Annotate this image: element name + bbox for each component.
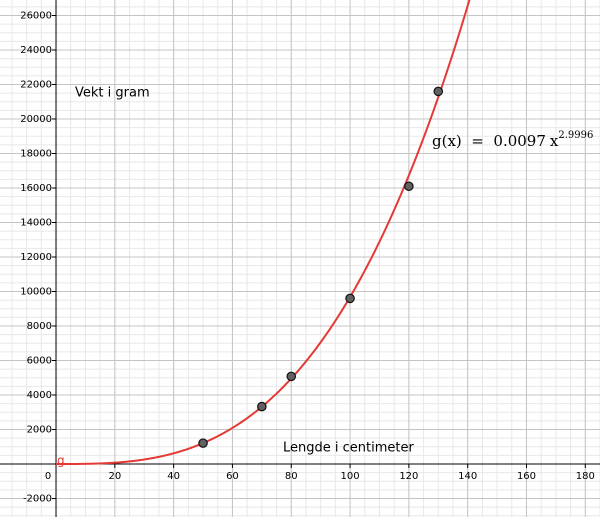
y-tick-label: 12000 (20, 252, 52, 263)
y-tick-label: 2000 (27, 425, 52, 436)
y-tick-label: 14000 (20, 218, 52, 229)
point (404, 181, 414, 192)
y-tick-label: 22000 (20, 80, 52, 91)
y-tick-label: 8000 (27, 321, 52, 332)
formula: g(x) = 0.0097 x2.9996 (432, 130, 593, 151)
variable: x (550, 132, 559, 150)
y-tick-label: 4000 (27, 390, 52, 401)
formula-prefix: g(x) = (432, 132, 493, 150)
point (433, 86, 444, 97)
curve (56, 0, 471, 466)
y-tick-label: 10000 (20, 287, 52, 298)
y-axis-label: Vekt i gram (75, 86, 150, 101)
x-tick-label: 180 (576, 471, 595, 482)
y-tick-label: 20000 (20, 114, 52, 125)
point (286, 371, 297, 382)
coefficient: 0.0097 (493, 132, 546, 150)
point (257, 401, 267, 412)
y-tick-label: 16000 (20, 183, 52, 194)
x-tick-label: 160 (517, 471, 536, 482)
x-axis-label: Lengde i centimeter (283, 441, 414, 456)
x-tick-label: 120 (399, 471, 418, 482)
curve-name: g (57, 454, 65, 468)
x-tick-label: 80 (285, 471, 298, 482)
marks: g (56, 0, 471, 468)
x-tick-label: 20 (108, 471, 121, 482)
point (198, 438, 208, 448)
y-tick-label: 24000 (20, 45, 52, 56)
point (345, 293, 355, 304)
x-tick-label: 0 (45, 471, 51, 482)
x-tick-label: 40 (167, 471, 180, 482)
y-tick-label: 26000 (20, 11, 52, 22)
y-tick-label: 6000 (27, 356, 52, 367)
y-tick-label: 18000 (20, 149, 52, 160)
x-tick-label: 140 (458, 471, 477, 482)
exponent: 2.9996 (558, 130, 593, 141)
x-tick-label: 100 (341, 471, 360, 482)
y-tick-label: -2000 (23, 494, 52, 505)
x-tick-label: 60 (226, 471, 239, 482)
